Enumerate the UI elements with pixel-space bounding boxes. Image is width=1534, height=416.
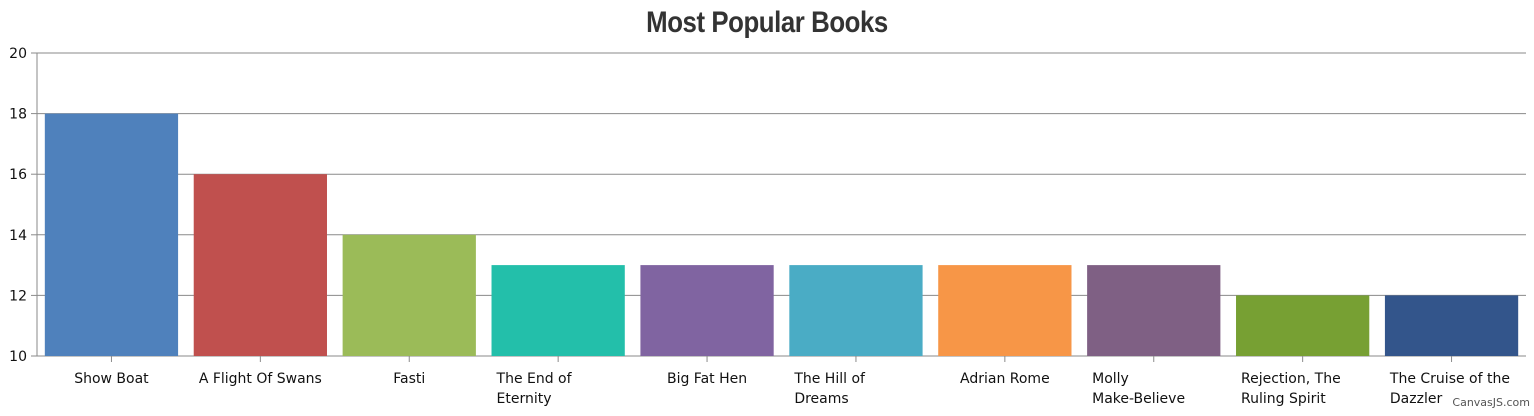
bar-2[interactable] <box>193 174 327 356</box>
y-tick-label: 20 <box>9 46 27 62</box>
x-tick-label: A Flight Of Swans <box>199 371 322 387</box>
x-tick-label: Rejection, The <box>1241 371 1341 387</box>
bar-3[interactable] <box>342 234 476 356</box>
x-tick-label: Dazzler <box>1390 391 1443 407</box>
bar-4[interactable] <box>491 265 625 356</box>
x-tick-label: The End of <box>496 371 573 387</box>
y-tick-label: 12 <box>9 288 27 304</box>
bar-9[interactable] <box>1236 295 1370 356</box>
x-tick-label: Dreams <box>794 391 848 407</box>
bar-7[interactable] <box>938 265 1072 356</box>
bar-1[interactable] <box>44 113 179 356</box>
bar-8[interactable] <box>1087 265 1221 356</box>
x-tick-label: Molly <box>1092 371 1129 387</box>
x-tick-label: The Cruise of the <box>1389 371 1510 387</box>
y-tick-label: 14 <box>9 228 27 244</box>
x-tick-label: Big Fat Hen <box>667 371 747 387</box>
bar-6[interactable] <box>789 265 923 356</box>
chart-title: Most Popular Books <box>646 6 888 39</box>
x-tick-label: The Hill of <box>793 371 866 387</box>
x-tick-label: Make-Believe <box>1092 391 1185 407</box>
y-tick-label: 10 <box>9 349 27 365</box>
y-tick-label: 18 <box>9 107 27 123</box>
x-tick-label: Adrian Rome <box>960 371 1050 387</box>
credit-link[interactable]: CanvasJS.com <box>1452 396 1530 409</box>
y-tick-label: 16 <box>9 167 27 183</box>
x-tick-label: Ruling Spirit <box>1241 391 1326 407</box>
x-tick-label: Eternity <box>497 391 552 407</box>
x-tick-label: Show Boat <box>74 371 149 387</box>
bar-10[interactable] <box>1384 295 1519 356</box>
bar-5[interactable] <box>640 265 774 356</box>
x-tick-label: Fasti <box>393 371 425 387</box>
